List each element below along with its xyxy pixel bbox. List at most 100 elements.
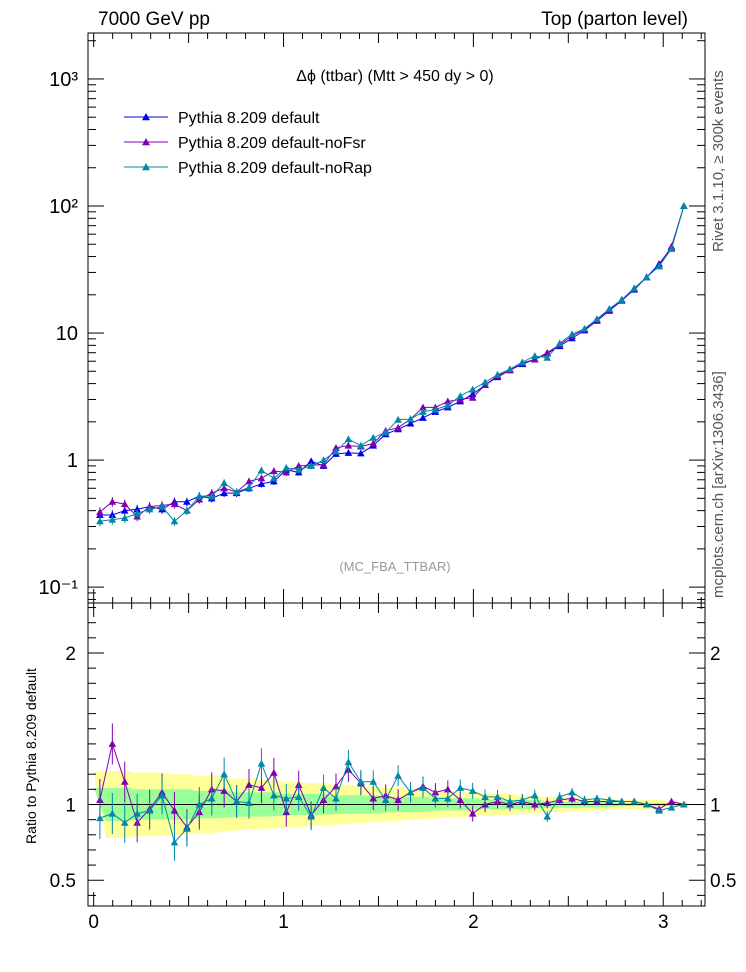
data-point-nofsr <box>369 439 378 447</box>
data-point-default <box>257 480 266 487</box>
data-point-nofsr <box>444 397 452 405</box>
data-point-norap <box>96 517 104 525</box>
data-point-norap <box>655 262 663 270</box>
ratio-panel: 0 1 2 3 0.5 0.5 1 1 2 2 Ratio to Pythia 8.209 def… <box>23 602 736 933</box>
data-point-norap <box>332 447 340 455</box>
ratio-y-axis-label: Ratio to Pythia 8.209 default <box>23 668 39 844</box>
main-y-tick-label: 10² <box>49 196 78 218</box>
legend: Pythia 8.209 default Pythia 8.209 default… <box>124 110 372 177</box>
data-point-norap <box>580 324 589 332</box>
ratio-point-norap <box>307 812 315 820</box>
analysis-watermark: (MC_FBA_TTBAR) <box>339 559 450 574</box>
data-point-nofsr <box>257 474 266 482</box>
data-point-norap <box>294 465 303 473</box>
ratio-y-tick-label-right: 0.5 <box>710 871 736 892</box>
ratio-point-norap <box>568 788 576 796</box>
data-point-nofsr <box>394 423 402 431</box>
ratio-point-norap <box>456 784 465 791</box>
ratio-point-norap <box>108 809 117 817</box>
data-point-nofsr <box>468 393 477 401</box>
ratio-point-norap <box>195 800 204 808</box>
ratio-point-norap <box>555 793 564 800</box>
ratio-point-norap <box>506 797 514 805</box>
data-point-default <box>307 457 315 465</box>
ratio-point-norap <box>593 794 601 802</box>
ratio-point-norap <box>617 797 626 805</box>
ratio-point-norap <box>133 809 141 817</box>
data-point-default <box>406 419 415 427</box>
data-point-norap <box>245 483 253 491</box>
ratio-point-norap <box>655 806 663 814</box>
ratio-point-norap <box>431 794 440 802</box>
ratio-point-norap <box>531 791 539 799</box>
ratio-y-tick-label-right: 1 <box>710 795 721 816</box>
data-point-nofsr <box>220 484 228 492</box>
data-point-norap <box>232 488 241 496</box>
data-point-nofsr <box>456 395 465 403</box>
data-point-default <box>419 414 427 421</box>
data-point-norap <box>282 463 291 471</box>
ratio-point-norap <box>369 777 378 785</box>
ratio-point-norap <box>332 794 340 802</box>
ratio-point-norap <box>580 796 589 803</box>
series-line-nofsr <box>99 205 685 518</box>
ratio-point-norap <box>357 777 365 785</box>
ratio-plot-frame <box>87 602 706 907</box>
data-point-norap <box>170 517 179 525</box>
data-point-nofsr <box>245 477 253 485</box>
ratio-y-tick-label-left: 1 <box>65 795 76 816</box>
ratio-point-norap <box>220 770 228 778</box>
data-point-norap <box>493 370 502 378</box>
data-point-default <box>120 506 129 514</box>
ratio-point-nofsr <box>245 781 253 788</box>
data-point-norap <box>431 405 440 413</box>
data-point-default <box>133 505 141 513</box>
data-point-nofsr <box>282 468 291 476</box>
ratio-point-nofsr <box>667 797 676 805</box>
data-point-norap <box>108 515 117 523</box>
ratio-point-norap <box>543 812 552 820</box>
collision-energy-label: 7000 GeV pp <box>98 9 210 30</box>
main-y-tick-label: 10³ <box>49 69 78 91</box>
data-point-norap <box>381 428 390 436</box>
ratio-point-nofsr <box>468 809 477 817</box>
ratio-point-norap <box>680 800 688 808</box>
data-point-norap <box>605 305 614 312</box>
data-point-nofsr <box>543 348 552 356</box>
ratio-point-nofsr <box>456 796 465 803</box>
ratio-point-norap <box>282 794 291 802</box>
data-point-norap <box>319 456 328 464</box>
ratio-point-nofsr <box>170 806 179 814</box>
ratio-point-norap <box>468 787 477 794</box>
data-point-nofsr <box>531 355 539 363</box>
data-point-norap <box>394 415 402 423</box>
data-point-norap <box>257 466 266 474</box>
ratio-point-nofsr <box>568 794 576 802</box>
data-point-norap <box>444 401 452 409</box>
ratio-point-norap <box>381 796 390 803</box>
ratio-point-norap <box>493 793 502 800</box>
ratio-point-norap <box>145 806 154 814</box>
data-point-nofsr <box>419 403 427 411</box>
data-point-nofsr <box>120 500 129 508</box>
data-point-norap <box>406 415 415 423</box>
data-point-norap <box>642 273 651 281</box>
data-point-norap <box>468 385 477 393</box>
ratio-point-norap <box>96 814 104 822</box>
data-point-nofsr <box>96 508 104 516</box>
data-point-norap <box>456 392 465 399</box>
data-point-norap <box>369 433 378 441</box>
data-point-nofsr <box>344 441 353 449</box>
main-y-tick-label: 10 <box>56 323 78 345</box>
ratio-point-norap <box>158 791 166 799</box>
legend-label-norap: Pythia 8.209 default-noRap <box>178 160 372 177</box>
data-point-norap <box>630 284 639 292</box>
data-point-norap <box>518 358 527 366</box>
ratio-point-norap <box>232 797 241 805</box>
data-point-norap <box>531 352 539 360</box>
data-point-norap <box>506 365 514 373</box>
data-point-norap <box>220 479 228 487</box>
data-point-norap <box>543 353 552 361</box>
legend-marker-norap <box>142 163 150 171</box>
